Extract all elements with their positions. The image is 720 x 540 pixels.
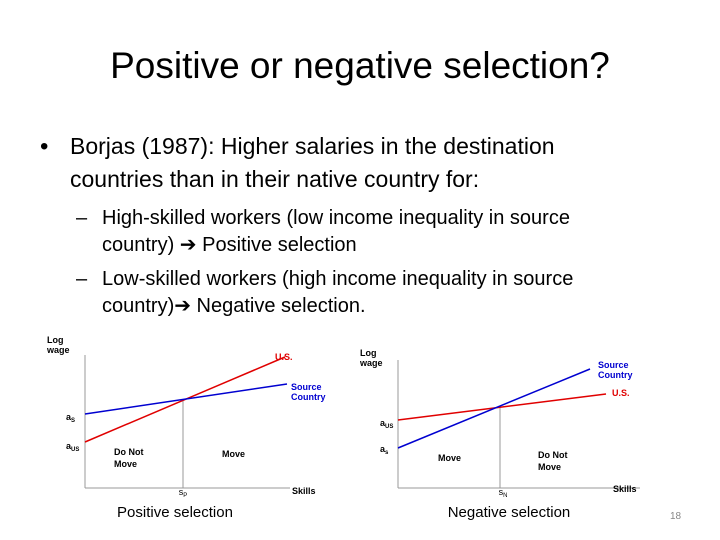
intercept-label-base: a — [66, 412, 72, 422]
sub-bullet-line: High-skilled workers (low income inequal… — [102, 207, 570, 229]
source-line — [397, 368, 591, 449]
intercept-label-base: a — [380, 444, 386, 454]
intercept-label-sub: s — [385, 450, 389, 456]
bullet-dot: • — [40, 133, 48, 160]
page-number: 18 — [670, 511, 682, 522]
slide-title: Positive or negative selection? — [110, 45, 610, 86]
source-label: Source — [291, 382, 322, 392]
y-axis-label: Log — [360, 348, 377, 358]
intercept-label-sub: US — [385, 424, 393, 430]
source-label: Country — [598, 370, 633, 380]
threshold-label: sN — [499, 487, 508, 499]
intercept-label-base: a — [66, 441, 72, 451]
region-label: Move — [538, 462, 561, 472]
source-line — [84, 383, 288, 415]
sub-bullet-line: country)➔ Negative selection. — [102, 295, 366, 317]
x-axis-label: Skills — [292, 486, 316, 496]
region-label: Move — [222, 449, 245, 459]
sub-bullet-line: Low-skilled workers (high income inequal… — [102, 268, 573, 290]
x-axis-label: Skills — [613, 484, 637, 494]
intercept-label: aS — [66, 412, 75, 424]
intercept-label-sub: US — [71, 447, 79, 453]
threshold-sub: P — [183, 493, 187, 499]
threshold-base: s — [499, 487, 504, 497]
intercept-label: aUS — [380, 418, 393, 430]
sub-bullet-dash: – — [76, 268, 88, 290]
us-line — [397, 393, 607, 421]
y-axis-label: Log — [47, 335, 64, 345]
intercept-label: as — [380, 444, 389, 456]
us-label: U.S. — [612, 388, 630, 398]
source-label: Source — [598, 360, 629, 370]
region-label: Do Not — [538, 450, 568, 460]
sub-bullet-line: country) ➔ Positive selection — [102, 234, 357, 256]
y-axis-label: wage — [359, 358, 383, 368]
source-label: Country — [291, 392, 326, 402]
bullet-line: Borjas (1987): Higher salaries in the de… — [70, 133, 555, 159]
region-label: Move — [114, 459, 137, 469]
us-label: U.S. — [275, 352, 293, 362]
region-label: Do Not — [114, 447, 144, 457]
intercept-label: aUS — [66, 441, 79, 453]
threshold-base: s — [179, 487, 184, 497]
sub-bullet-dash: – — [76, 207, 88, 229]
intercept-label-base: a — [380, 418, 386, 428]
caption: Negative selection — [448, 504, 571, 521]
intercept-label-sub: S — [71, 418, 75, 424]
threshold-label: sP — [179, 487, 188, 499]
caption: Positive selection — [117, 504, 233, 521]
region-label: Move — [438, 453, 461, 463]
threshold-sub: N — [503, 493, 507, 499]
bullet-line: countries than in their native country f… — [70, 166, 479, 192]
y-axis-label: wage — [46, 345, 70, 355]
